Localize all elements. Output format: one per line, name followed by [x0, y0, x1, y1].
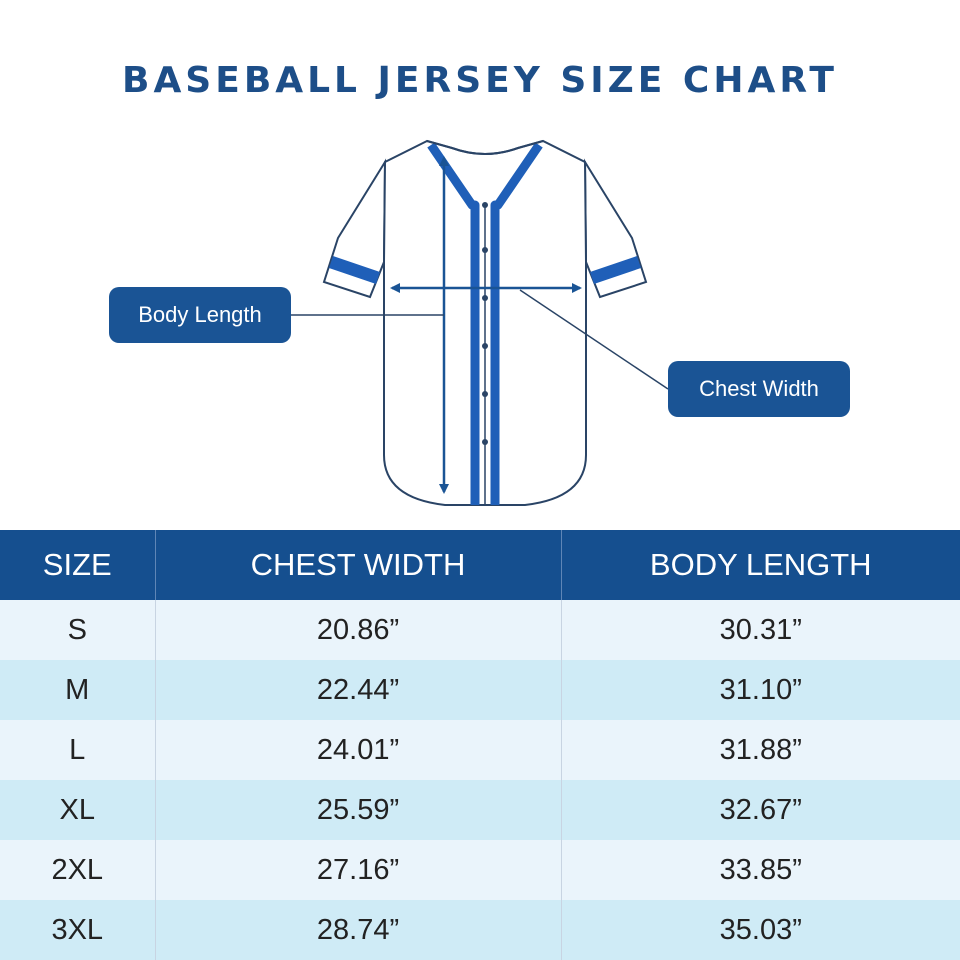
button	[482, 439, 488, 445]
right-sleeve-stripe	[590, 256, 641, 284]
chest-cell: 22.44”	[155, 660, 562, 720]
chest-width-callout: Chest Width	[668, 361, 850, 417]
table-row: L 24.01” 31.88”	[0, 720, 960, 780]
table-header-row: SIZE CHEST WIDTH BODY LENGTH	[0, 530, 960, 600]
chest-cell: 25.59”	[155, 780, 562, 840]
chest-cell: 24.01”	[155, 720, 562, 780]
chest-cell: 20.86”	[155, 600, 562, 660]
table-row: XL 25.59” 32.67”	[0, 780, 960, 840]
header-body-length: BODY LENGTH	[561, 530, 960, 600]
size-cell: 2XL	[0, 840, 156, 900]
table-row: 2XL 27.16” 33.85”	[0, 840, 960, 900]
table-row: M 22.44” 31.10”	[0, 660, 960, 720]
collar-outline	[426, 140, 544, 155]
button	[482, 343, 488, 349]
table-row: 3XL 28.74” 35.03”	[0, 900, 960, 960]
buttons	[482, 202, 488, 445]
header-size: SIZE	[0, 530, 156, 600]
chest-width-leader	[519, 289, 669, 390]
collar-trim	[427, 142, 543, 505]
button	[482, 202, 488, 208]
table-row: S 20.86” 30.31”	[0, 600, 960, 660]
length-cell: 33.85”	[561, 840, 960, 900]
size-cell: XL	[0, 780, 156, 840]
left-sleeve-stripe	[329, 256, 380, 284]
chest-cell: 28.74”	[155, 900, 562, 960]
chest-cell: 27.16”	[155, 840, 562, 900]
page-title: BASEBALL JERSEY SIZE CHART	[122, 60, 838, 101]
length-cell: 32.67”	[561, 780, 960, 840]
length-cell: 31.88”	[561, 720, 960, 780]
length-cell: 31.10”	[561, 660, 960, 720]
length-cell: 35.03”	[561, 900, 960, 960]
size-cell: 3XL	[0, 900, 156, 960]
body-length-callout: Body Length	[109, 287, 291, 343]
size-cell: S	[0, 600, 156, 660]
button	[482, 295, 488, 301]
length-cell: 30.31”	[561, 600, 960, 660]
jersey-diagram	[291, 139, 669, 506]
button	[482, 247, 488, 253]
size-table: SIZE CHEST WIDTH BODY LENGTH S 20.86” 30…	[0, 530, 960, 960]
size-cell: L	[0, 720, 156, 780]
button	[482, 391, 488, 397]
size-cell: M	[0, 660, 156, 720]
header-chest-width: CHEST WIDTH	[155, 530, 562, 600]
